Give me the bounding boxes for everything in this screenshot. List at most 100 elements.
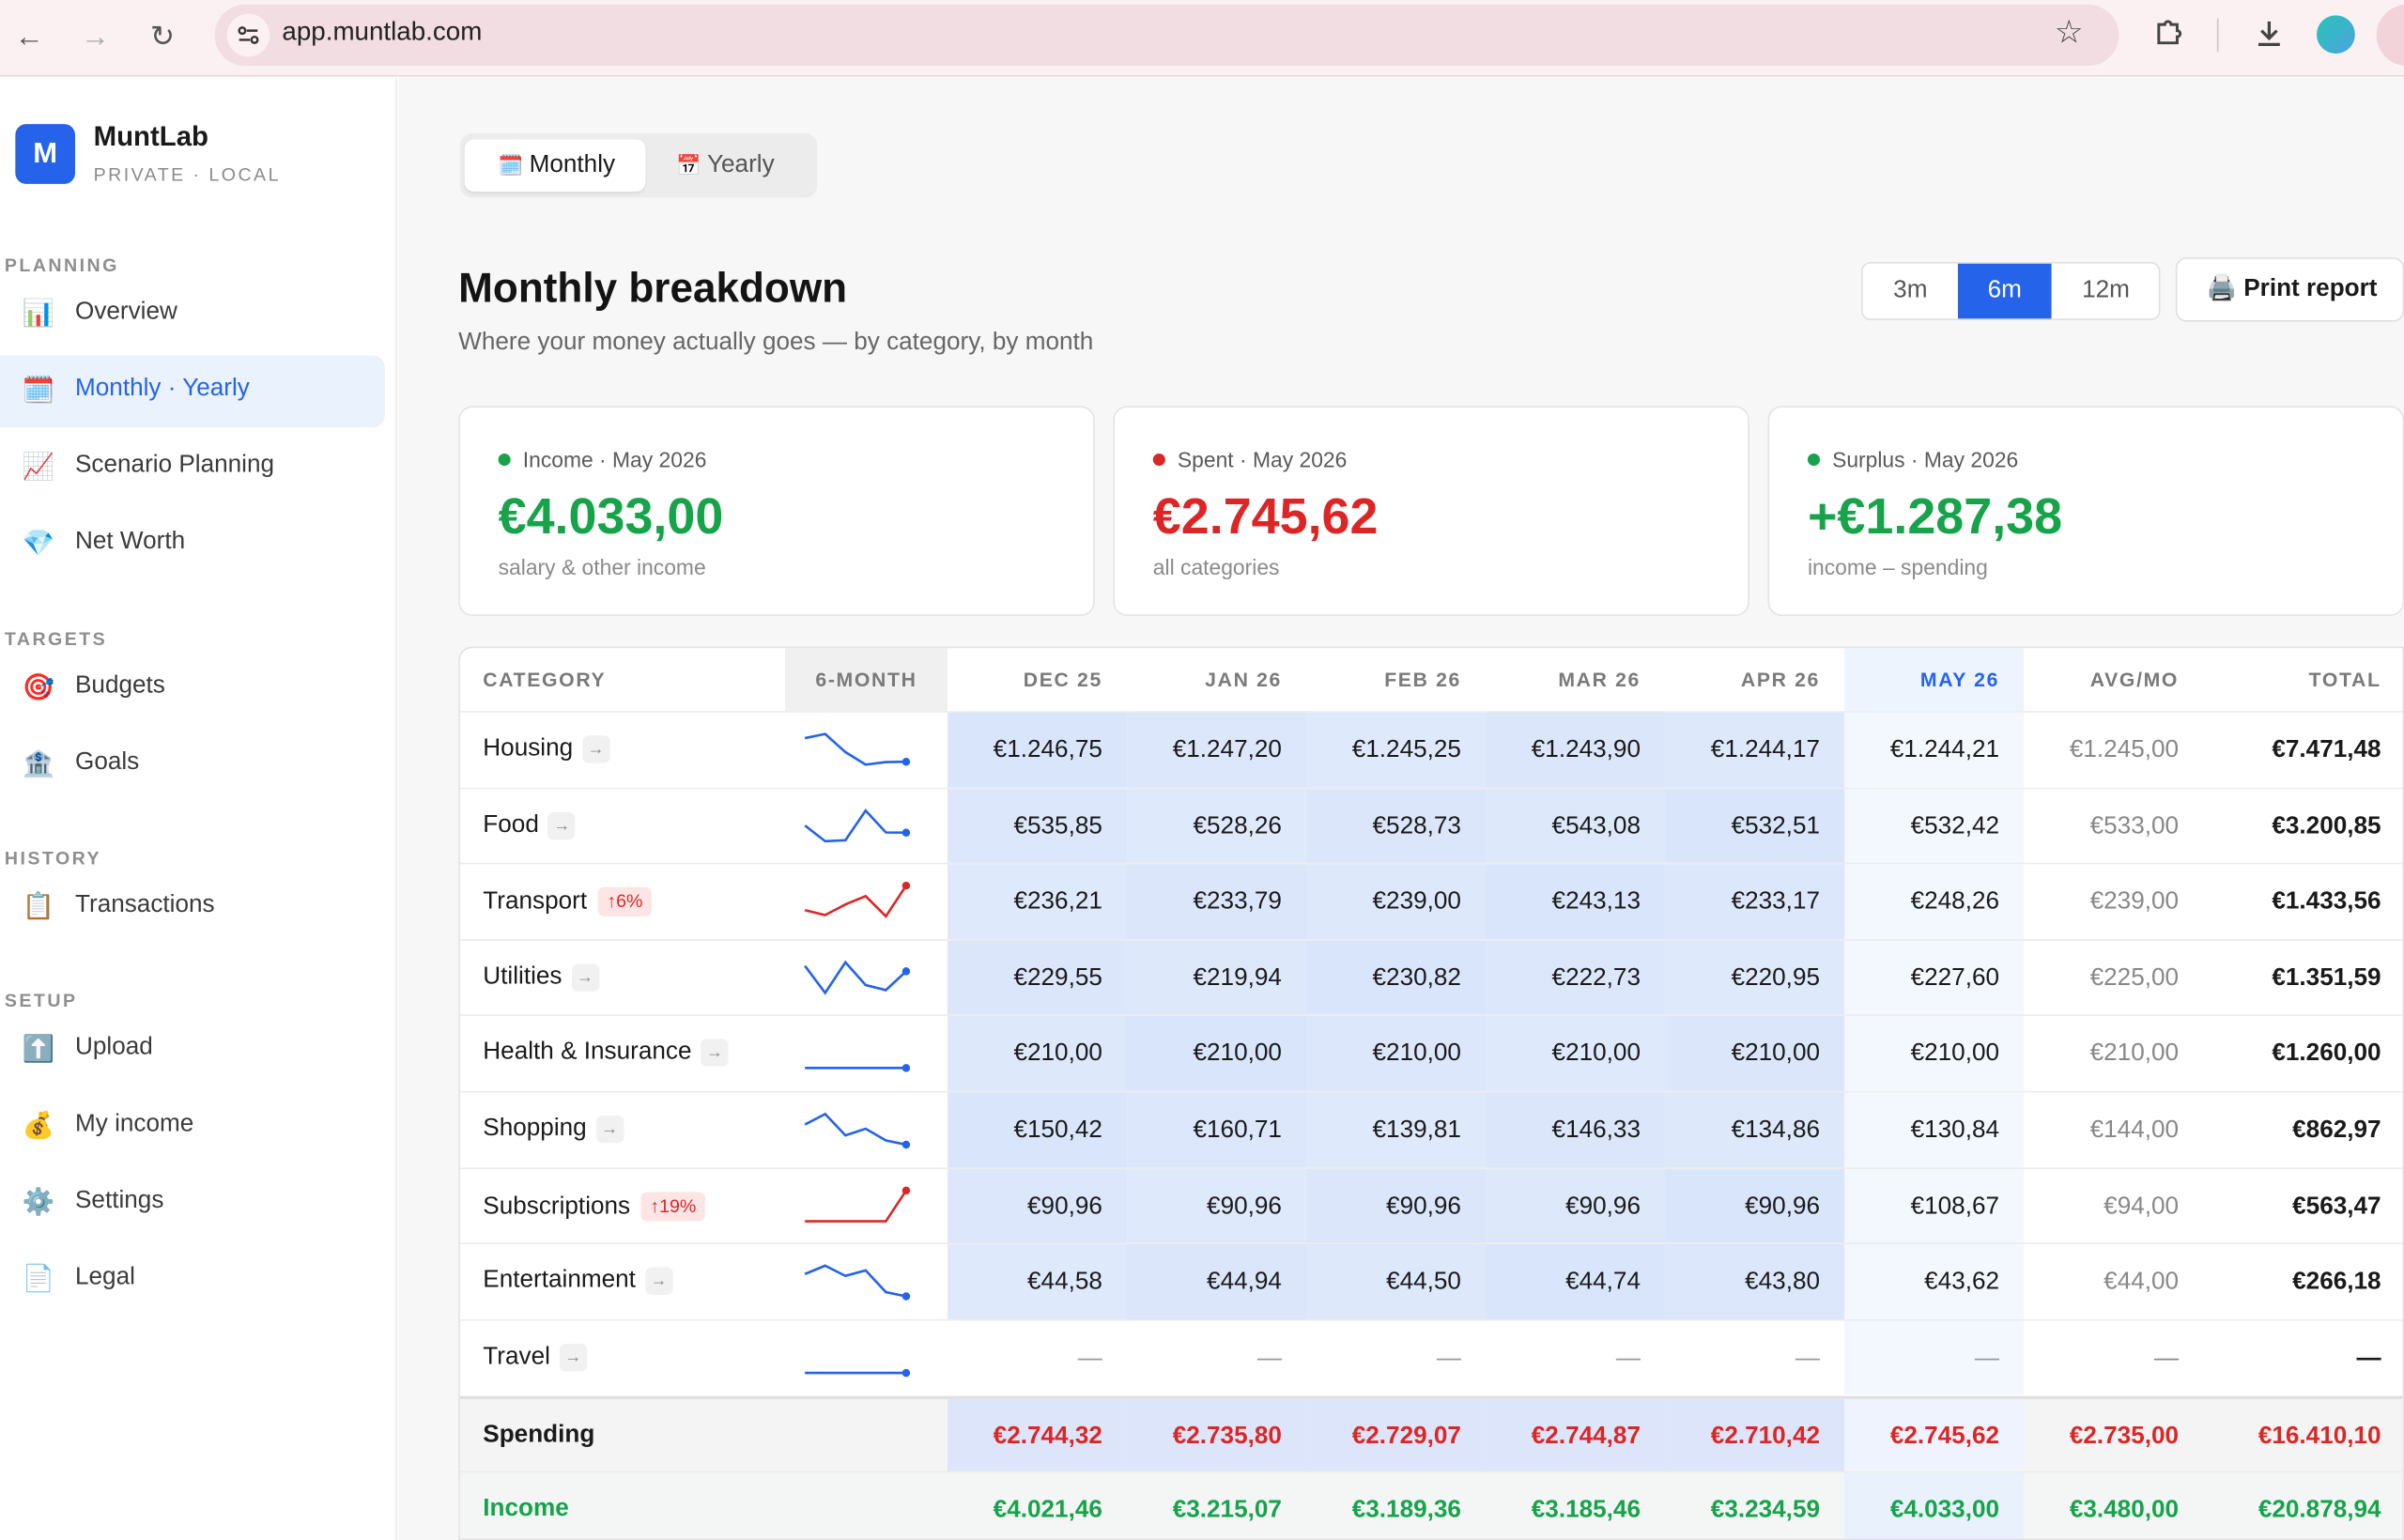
row-arrow-icon[interactable]: → [595, 1115, 624, 1144]
category-cell[interactable]: Food → [483, 811, 577, 839]
category-cell[interactable]: Travel → [483, 1343, 588, 1372]
month-value-cell: €239,00 [1306, 864, 1487, 939]
month-value-cell: €1.246,75 [948, 712, 1128, 788]
address-bar[interactable] [214, 4, 2119, 67]
card-label-text: Surplus · May 2026 [1832, 447, 2019, 472]
table-row[interactable]: Food → €535,85 €528,26 €528,73 €543,08 €532,51… [459, 787, 2403, 864]
sparkline-endpoint [902, 1292, 911, 1301]
summary-avg-cell: €3.480,00 [2069, 1497, 2180, 1524]
sidebar-item-my-income[interactable]: 💰 My income [0, 1091, 385, 1163]
month-value-cell: €150,42 [948, 1092, 1128, 1167]
table-row[interactable]: Transport ↑6% €236,21 €233,79 €239,00 €243,13… [459, 863, 2403, 939]
category-name[interactable]: Travel [483, 1343, 550, 1370]
category-name[interactable]: Shopping [483, 1115, 587, 1142]
profile-menu[interactable] [2376, 4, 2404, 67]
month-value-cell: €210,00 [948, 1016, 1128, 1091]
month-value-cell: €243,13 [1486, 864, 1666, 939]
calendar-icon: 📅 [676, 153, 701, 177]
month-value-cell: €532,42 [1844, 788, 2025, 864]
avg-cell: €225,00 [2089, 964, 2180, 992]
category-name[interactable]: Transport [483, 888, 588, 916]
trend-up-icon: 📈 [22, 452, 55, 482]
category-name[interactable]: Utilities [483, 963, 562, 990]
range-12m-button[interactable]: 12m [2082, 277, 2130, 304]
sidebar-item-monthly-yearly[interactable]: 🗓️ Monthly · Yearly [0, 355, 385, 428]
row-arrow-icon[interactable]: → [547, 811, 577, 839]
month-value-cell: €233,17 [1665, 864, 1845, 939]
table-row[interactable]: Utilities → €229,55 €219,94 €230,82 €222,73 €2… [459, 938, 2403, 1015]
column-header: MAR 26 [1558, 668, 1641, 691]
table-row[interactable]: Housing → €1.246,75 €1.247,20 €1.245,25 €1.24… [459, 711, 2403, 788]
avg-cell: €533,00 [2089, 812, 2180, 839]
page-subtitle: Where your money actually goes — by cate… [458, 329, 1094, 356]
table-row[interactable]: Health & Insurance → €210,00 €210,00 €210,00… [459, 1014, 2403, 1091]
download-icon[interactable] [2251, 15, 2288, 52]
browser-toolbar: ← → ↻ app.muntlab.com ☆ [0, 0, 2404, 77]
sidebar-item-scenario-planning[interactable]: 📈 Scenario Planning [0, 432, 385, 504]
row-arrow-icon[interactable]: → [559, 1343, 588, 1372]
sidebar-item-settings[interactable]: ⚙️ Settings [0, 1167, 385, 1240]
back-icon[interactable]: ← [14, 21, 44, 54]
row-arrow-icon[interactable]: → [701, 1039, 729, 1068]
category-cell[interactable]: Health & Insurance → [483, 1039, 729, 1068]
url-text[interactable]: app.muntlab.com [282, 16, 483, 46]
print-report-button[interactable]: 🖨️ Print report [2175, 257, 2404, 322]
sidebar-item-legal[interactable]: 📄 Legal [0, 1244, 385, 1317]
category-cell[interactable]: Subscriptions ↑19% [483, 1191, 706, 1221]
category-cell[interactable]: Shopping → [483, 1115, 624, 1144]
sidebar: M MuntLab PRIVATE · LOCAL PLANNING 📊 Overv… [0, 78, 397, 1540]
range-3m-button[interactable]: 3m [1893, 277, 1928, 304]
clipboard-icon: 📋 [22, 891, 55, 921]
sidebar-item-transactions[interactable]: 📋 Transactions [0, 871, 385, 944]
total-cell: €1.351,59 [2272, 964, 2381, 992]
sidebar-item-net-worth[interactable]: 💎 Net Worth [0, 509, 385, 581]
row-arrow-icon[interactable]: → [581, 735, 610, 763]
range-6m-button[interactable]: 6m [1957, 263, 2052, 319]
total-cell: €3.200,85 [2272, 812, 2381, 839]
tab-yearly[interactable]: 📅 Yearly [676, 139, 814, 191]
sparkline-chart [805, 1064, 911, 1073]
app-name: MuntLab [93, 120, 209, 152]
category-name[interactable]: Health & Insurance [483, 1039, 692, 1066]
summary-row-income: Income €4.021,46 €3.215,07 €3.189,36 €3.185,… [459, 1471, 2403, 1539]
sidebar-item-overview[interactable]: 📊 Overview [0, 279, 385, 351]
bookmark-star-icon[interactable]: ☆ [2054, 15, 2084, 51]
table-row[interactable]: Shopping → €150,42 €160,71 €139,81 €146,33 €13… [459, 1090, 2403, 1167]
month-value-cell: €210,00 [1127, 1016, 1307, 1091]
category-name[interactable]: Subscriptions [483, 1193, 631, 1220]
month-value-cell: €532,51 [1665, 788, 1845, 864]
table-row[interactable]: Travel → — — — — — — — — [459, 1318, 2403, 1395]
sidebar-item-goals[interactable]: 🏦 Goals [0, 730, 385, 802]
card-caption: income – spending [1807, 554, 1988, 579]
total-cell: €7.471,48 [2272, 736, 2381, 763]
sparkline-line [804, 885, 908, 919]
category-cell[interactable]: Transport ↑6% [483, 887, 653, 917]
month-value-cell: €1.244,21 [1844, 712, 2025, 788]
category-cell[interactable]: Utilities → [483, 963, 599, 992]
forward-icon[interactable]: → [80, 21, 110, 54]
row-arrow-icon[interactable]: → [571, 963, 599, 992]
row-arrow-icon[interactable]: → [644, 1267, 673, 1296]
reload-icon[interactable]: ↻ [150, 21, 176, 54]
category-name[interactable]: Food [483, 811, 539, 838]
sidebar-item-budgets[interactable]: 🎯 Budgets [0, 653, 385, 725]
month-value-cell: €1.245,25 [1306, 712, 1487, 788]
category-cell[interactable]: Entertainment → [483, 1267, 673, 1296]
tab-yearly-label: Yearly [706, 151, 775, 178]
sparkline-line [804, 808, 906, 842]
table-row[interactable]: Subscriptions ↑19% €90,96 €90,96 €90,96 €90,9… [459, 1166, 2403, 1243]
month-value-cell: €108,67 [1844, 1168, 2025, 1243]
card-value: €4.033,00 [498, 486, 724, 545]
sidebar-item-upload[interactable]: ⬆️ Upload [0, 1014, 385, 1086]
total-cell: €1.433,56 [2272, 888, 2381, 916]
category-cell[interactable]: Housing → [483, 735, 610, 763]
extensions-icon[interactable] [2151, 14, 2188, 51]
tab-monthly[interactable]: 🗓️ Monthly [464, 139, 646, 192]
category-name[interactable]: Entertainment [483, 1267, 636, 1294]
month-value-cell: €210,00 [1665, 1016, 1845, 1091]
category-name[interactable]: Housing [483, 735, 574, 762]
table-row[interactable]: Entertainment → €44,58 €44,94 €44,50 €44,74 €4… [459, 1242, 2403, 1319]
site-settings-icon[interactable] [226, 13, 270, 57]
sparkline-endpoint [902, 966, 911, 976]
profile-avatar[interactable] [2317, 15, 2355, 54]
